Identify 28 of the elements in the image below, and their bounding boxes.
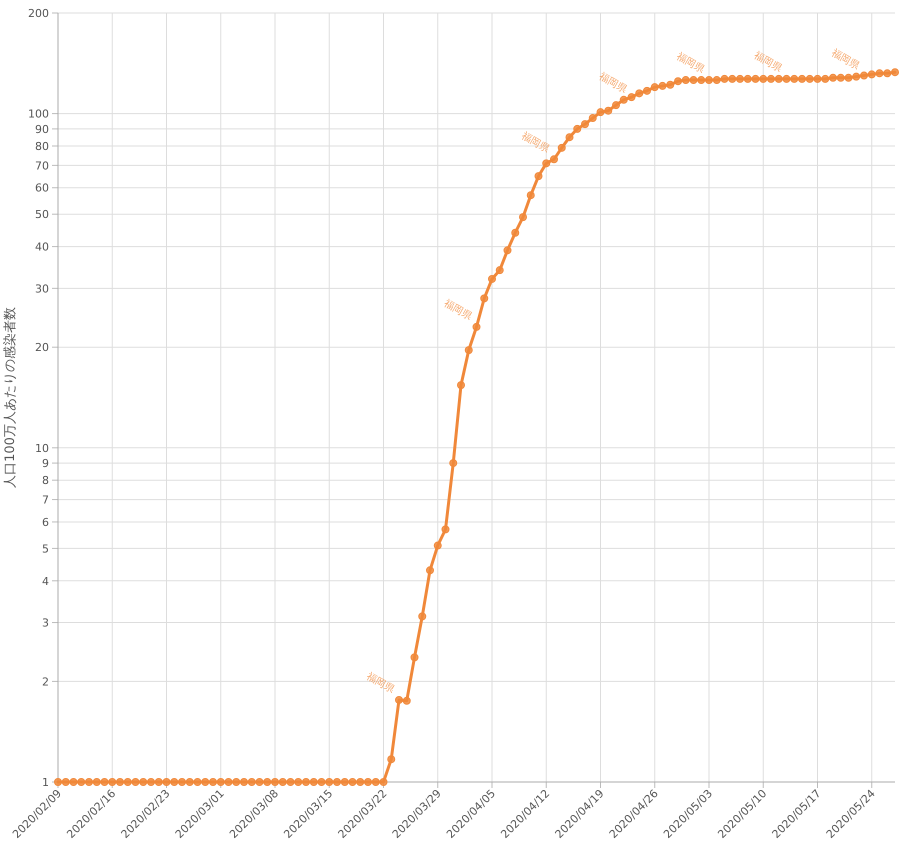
- y-tick-label: 5: [42, 542, 49, 556]
- y-tick-label: 7: [42, 494, 49, 507]
- y-tick-label: 3: [42, 616, 49, 630]
- annotation: 福岡県: [597, 70, 629, 96]
- y-tick-label: 100: [28, 108, 49, 121]
- y-tick-label: 10: [35, 442, 49, 455]
- annotation: 福岡県: [830, 46, 862, 72]
- y-tick-label: 4: [42, 574, 49, 588]
- y-axis-title: 人口100万人あたりの感染者数: [3, 307, 18, 488]
- y-tick-label: 200: [28, 7, 49, 20]
- annotation: 福岡県: [674, 50, 706, 76]
- annotation: 福岡県: [752, 49, 784, 75]
- y-tick-label: 90: [35, 122, 49, 136]
- annotation: 福岡県: [520, 129, 552, 155]
- y-tick-label: 60: [35, 182, 49, 195]
- y-tick-label: 20: [35, 341, 49, 354]
- y-tick-label: 2: [42, 675, 49, 688]
- y-tick-label: 1: [42, 776, 49, 789]
- y-tick-label: 30: [35, 282, 49, 296]
- y-tick-label: 70: [35, 159, 49, 172]
- annotation: 福岡県: [442, 297, 474, 323]
- y-tick-label: 40: [35, 240, 49, 254]
- y-tick-label: 50: [35, 208, 49, 222]
- y-tick-label: 80: [35, 140, 49, 153]
- y-tick-label: 9: [42, 457, 49, 470]
- y-tick-label: 8: [42, 474, 49, 488]
- y-tick-label: 6: [42, 516, 49, 529]
- annotation: 福岡県: [364, 670, 396, 696]
